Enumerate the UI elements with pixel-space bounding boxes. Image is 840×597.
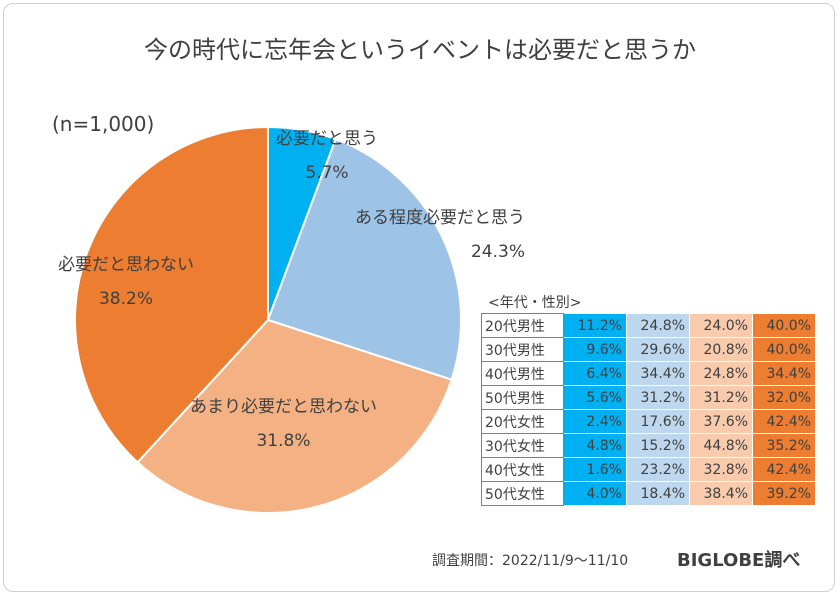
survey-period: 調査期間：2022/11/9～11/10 (432, 553, 629, 569)
table-row: 50代女性 4.0% 18.4% 38.4% 39.2% (481, 481, 816, 506)
table-cell: 35.2% (752, 433, 816, 458)
table-row: 20代女性 2.4% 17.6% 37.6% 42.4% (481, 409, 816, 434)
table-cell: 34.4% (626, 361, 690, 386)
table-cell: 40.0% (752, 313, 816, 338)
table-cell: 24.8% (626, 313, 690, 338)
table-cell: 32.8% (689, 457, 753, 482)
table-cell: 29.6% (626, 337, 690, 362)
table-cell: 24.8% (689, 361, 753, 386)
table-cell: 18.4% (626, 481, 690, 506)
table-cell: 39.2% (752, 481, 816, 506)
table-cell: 11.2% (563, 313, 627, 338)
table-cell: 1.6% (563, 457, 627, 482)
table-cell: 5.6% (563, 385, 627, 410)
chart-title: 今の時代に忘年会というイベントは必要だと思うか (144, 36, 696, 64)
slice-value-fuyou: 38.2% (98, 289, 153, 309)
brand-credit: BIGLOBE調べ (677, 550, 801, 571)
table-cell: 9.6% (563, 337, 627, 362)
pie-slice (136, 318, 453, 514)
table-cell: 40.0% (752, 337, 816, 362)
table-cell: 38.4% (689, 481, 753, 506)
slice-category-fuyou: 必要だと思わない (58, 255, 194, 275)
table-cell: 6.4% (563, 361, 627, 386)
table-cell: 44.8% (689, 433, 753, 458)
slice-category-hitsuyou: 必要だと思う (276, 129, 378, 149)
row-label: 50代男性 (481, 385, 564, 410)
table-cell: 42.4% (752, 409, 816, 434)
row-label: 20代男性 (481, 313, 564, 338)
pie-slice (74, 125, 269, 464)
slice-value-amari: 31.8% (256, 431, 311, 451)
table-cell: 4.0% (563, 481, 627, 506)
table-cell: 23.2% (626, 457, 690, 482)
table-row: 20代男性 11.2% 24.8% 24.0% 40.0% (481, 313, 816, 338)
slice-label-amari: あまり必要だと思わない 31.8% (190, 392, 377, 451)
row-label: 30代女性 (481, 433, 564, 458)
table-cell: 20.8% (689, 337, 753, 362)
table-cell: 15.2% (626, 433, 690, 458)
sample-size-label: (n=1,000) (52, 112, 155, 136)
table-cell: 31.2% (626, 385, 690, 410)
slice-value-aruteido: 24.3% (470, 242, 525, 262)
row-label: 40代女性 (481, 457, 564, 482)
table-cell: 2.4% (563, 409, 627, 434)
table-row: 40代男性 6.4% 34.4% 24.8% 34.4% (481, 361, 816, 386)
row-label: 30代男性 (481, 337, 564, 362)
chart-frame (3, 3, 835, 592)
slice-label-fuyou: 必要だと思わない 38.2% (58, 250, 194, 309)
table-row: 50代男性 5.6% 31.2% 31.2% 32.0% (481, 385, 816, 410)
table-cell: 31.2% (689, 385, 753, 410)
slice-label-aruteido: ある程度必要だと思う 24.3% (355, 203, 525, 262)
table-cell: 4.8% (563, 433, 627, 458)
row-label: 50代女性 (481, 481, 564, 506)
table-cell: 32.0% (752, 385, 816, 410)
table-cell: 37.6% (689, 409, 753, 434)
row-label: 40代男性 (481, 361, 564, 386)
slice-category-aruteido: ある程度必要だと思う (355, 208, 525, 228)
slice-category-amari: あまり必要だと思わない (190, 397, 377, 417)
breakdown-table: 20代男性 11.2% 24.8% 24.0% 40.0% 30代男性 9.6% 29.6% 2… (481, 313, 816, 506)
table-row: 30代女性 4.8% 15.2% 44.8% 35.2% (481, 433, 816, 458)
table-row: 30代男性 9.6% 29.6% 20.8% 40.0% (481, 337, 816, 362)
table-cell: 34.4% (752, 361, 816, 386)
pie-slice (266, 137, 462, 381)
table-cell: 42.4% (752, 457, 816, 482)
table-row: 40代女性 1.6% 23.2% 32.8% 42.4% (481, 457, 816, 482)
table-caption: <年代・性別> (488, 295, 582, 311)
row-label: 20代女性 (481, 409, 564, 434)
table-cell: 24.0% (689, 313, 753, 338)
table-cell: 17.6% (626, 409, 690, 434)
slice-value-hitsuyou: 5.7% (305, 163, 349, 183)
slice-label-hitsuyou: 必要だと思う 5.7% (276, 124, 378, 183)
